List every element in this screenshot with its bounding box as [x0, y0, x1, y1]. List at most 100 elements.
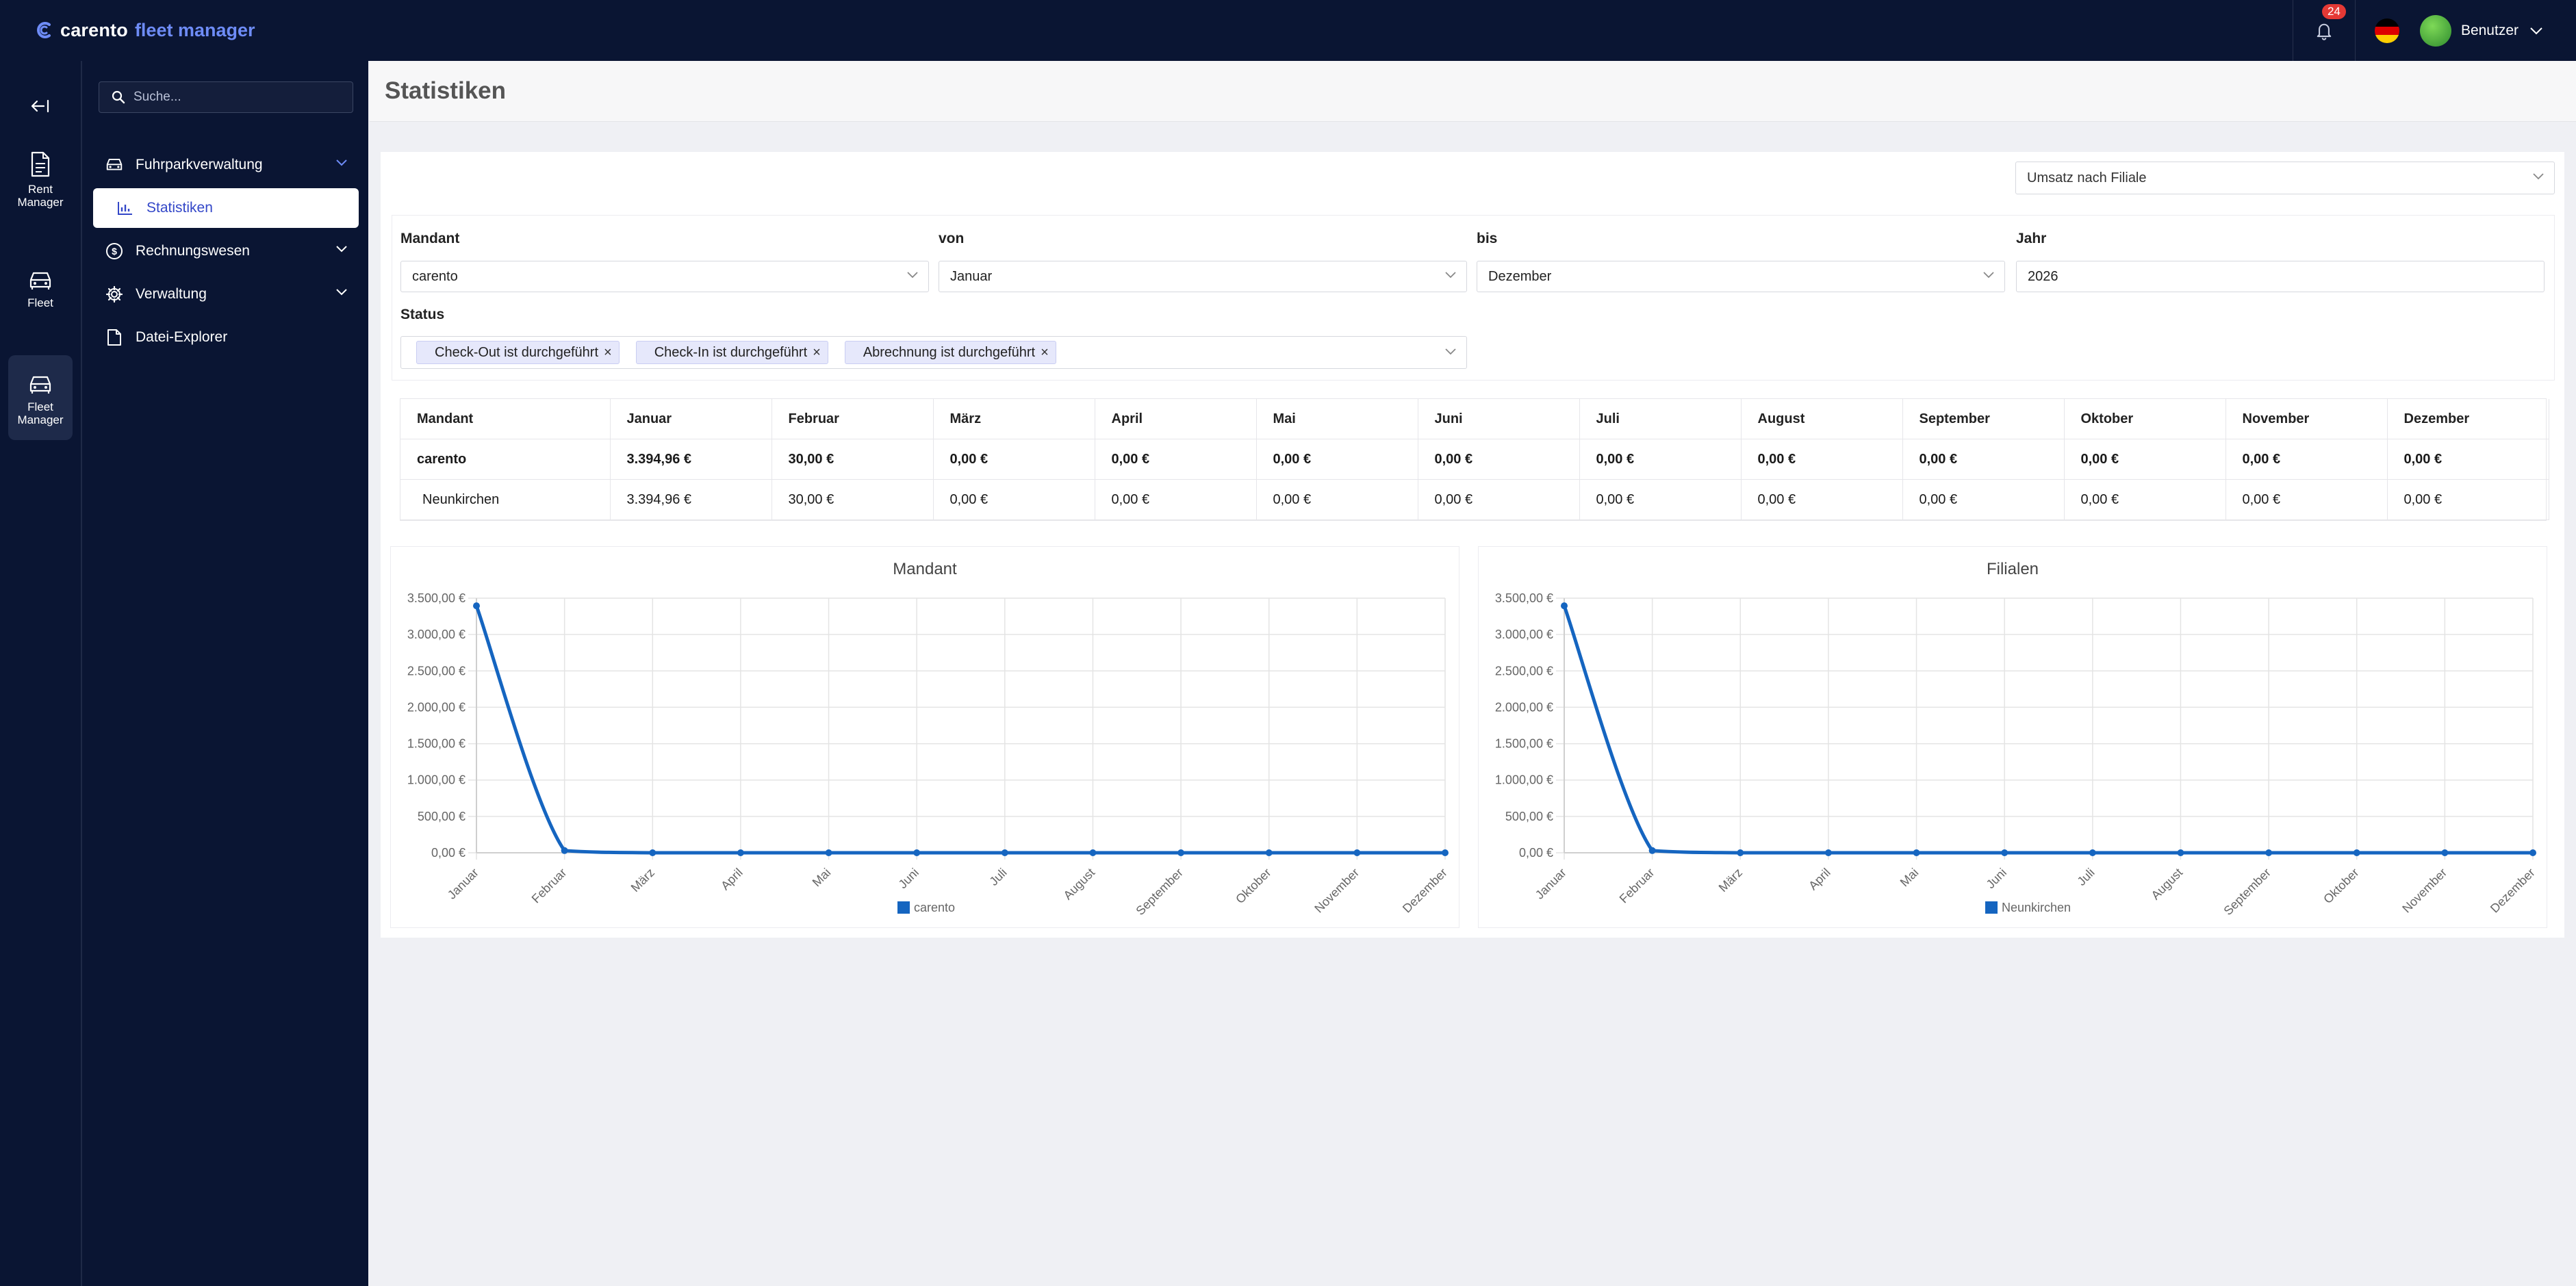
data-point [473, 602, 480, 610]
bis-label: bis [1477, 231, 1498, 246]
data-point [1561, 602, 1568, 610]
car-icon [29, 376, 51, 394]
close-icon[interactable]: × [1041, 344, 1049, 360]
gear-icon [105, 285, 123, 303]
bar-chart-icon [118, 202, 132, 215]
data-point [1737, 849, 1744, 856]
x-tick-label: Juni [1984, 866, 2009, 891]
y-tick-label: 1.000,00 € [407, 773, 466, 787]
column-header: Mai [1256, 399, 1418, 439]
document-icon [31, 151, 50, 177]
notifications-button[interactable]: 24 [2293, 0, 2355, 61]
x-tick-label: Januar [445, 866, 481, 902]
table-cell: 0,00 € [933, 479, 1095, 520]
y-tick-label: 3.000,00 € [1495, 628, 1553, 641]
nav-item-label: Datei-Explorer [136, 329, 228, 345]
data-point [2441, 849, 2449, 856]
series-line [1562, 605, 2533, 855]
y-tick-label: 2.000,00 € [407, 700, 466, 714]
status-label: Status [400, 307, 445, 322]
report-type-select[interactable]: Umsatz nach Filiale [2015, 162, 2555, 194]
brand-logo-group[interactable]: carento fleet manager [36, 18, 255, 42]
table-cell: 0,00 € [2226, 479, 2388, 520]
status-chip[interactable]: Check-Out ist durchgeführt × [416, 341, 620, 364]
nav-item-fuhrparkverwaltung[interactable]: Fuhrparkverwaltung [93, 145, 359, 185]
data-point [1177, 849, 1185, 856]
x-tick-label: April [718, 866, 745, 893]
statistics-table: Mandant Januar Februar März April Mai Ju… [400, 398, 2549, 521]
column-header: Juli [1579, 399, 1742, 439]
german-flag-icon[interactable] [2374, 18, 2399, 43]
column-header: August [1741, 399, 1903, 439]
car-icon [29, 272, 51, 290]
column-header: November [2226, 399, 2388, 439]
search-box[interactable] [99, 81, 353, 113]
filter-panel: Mandant carento von Januar bis Dezember … [392, 215, 2555, 381]
mandant-select[interactable]: carento [400, 261, 929, 292]
rail-item-fleet[interactable]: Fleet [8, 270, 73, 309]
nav-item-datei-explorer[interactable]: Datei-Explorer [93, 318, 359, 357]
data-point [2089, 849, 2096, 856]
table-row: Neunkirchen 3.394,96 € 30,00 € 0,00 € 0,… [400, 479, 2549, 520]
close-icon[interactable]: × [604, 344, 612, 360]
bis-value: Dezember [1488, 268, 1552, 284]
data-point [1353, 849, 1361, 856]
table-cell: 0,00 € [1902, 439, 2065, 480]
table-cell: 0,00 € [1579, 439, 1742, 480]
table-cell: 0,00 € [1418, 479, 1580, 520]
table-cell: 0,00 € [1095, 479, 1257, 520]
nav-item-label: Rechnungswesen [136, 243, 250, 259]
series-line [474, 605, 1445, 855]
y-tick-label: 1.000,00 € [1495, 773, 1553, 787]
chevron-down-icon [336, 246, 347, 253]
status-chip[interactable]: Abrechnung ist durchgeführt × [844, 341, 1056, 364]
table-cell: 0,00 € [1256, 439, 1418, 480]
user-name[interactable]: Benutzer [2460, 22, 2518, 38]
nav-item-rechnungswesen[interactable]: $ Rechnungswesen [93, 231, 359, 271]
table-cell: 0,00 € [1741, 439, 1903, 480]
chevron-down-icon [336, 159, 347, 166]
bis-select[interactable]: Dezember [1477, 261, 2005, 292]
y-tick-label: 3.500,00 € [407, 591, 466, 605]
status-multiselect[interactable]: Check-Out ist durchgeführt × Check-In ist… [400, 336, 1467, 369]
search-input[interactable] [132, 89, 340, 105]
carento-logo-icon [37, 22, 51, 38]
jahr-input[interactable]: 2026 [2016, 261, 2545, 292]
chevron-down-icon[interactable] [2529, 27, 2543, 35]
rail-item-rent-manager[interactable]: Rent Manager [8, 151, 73, 209]
collapse-sidebar-icon[interactable] [30, 98, 51, 114]
table-cell: 30,00 € [771, 479, 934, 520]
table-cell: 0,00 € [1418, 439, 1580, 480]
brand-name: carento [60, 19, 128, 40]
x-tick-label: Dezember [2488, 866, 2538, 916]
mandant-chart: Mandant 0,00 € 500,00 € 1.000,00 € 1.500,00 … [390, 546, 1459, 928]
rail-item-fleet-manager[interactable]: Fleet Manager [8, 355, 73, 440]
data-point [1001, 849, 1008, 856]
y-tick-label: 3.000,00 € [407, 628, 466, 641]
brand-subtitle: fleet manager [134, 19, 255, 40]
table-header-row: Mandant Januar Februar März April Mai Ju… [400, 399, 2549, 439]
close-icon[interactable]: × [813, 344, 821, 360]
column-header: Mandant [400, 399, 611, 439]
chevron-down-icon [1445, 272, 1456, 279]
status-chip[interactable]: Check-In ist durchgeführt × [635, 341, 828, 364]
top-bar: carento fleet manager 24 Benutzer [0, 0, 2576, 61]
nav-item-statistiken[interactable]: Statistiken [93, 188, 359, 228]
table-row: carento 3.394,96 € 30,00 € 0,00 € 0,00 €… [400, 439, 2549, 480]
top-right-actions: 24 Benutzer [2292, 0, 2576, 61]
bell-icon [2317, 23, 2332, 40]
car-icon [106, 158, 123, 170]
file-icon [107, 329, 121, 346]
von-select[interactable]: Januar [939, 261, 1467, 292]
data-point [1265, 849, 1273, 856]
avatar[interactable] [2419, 14, 2451, 47]
data-point [2529, 849, 2536, 856]
nav-item-verwaltung[interactable]: Verwaltung [93, 274, 359, 314]
x-tick-label: Dezember [1400, 866, 1450, 916]
data-point [825, 849, 832, 856]
legend-label: carento [914, 901, 955, 914]
table-cell: 3.394,96 € [610, 439, 772, 480]
y-tick-label: 0,00 € [431, 846, 466, 860]
chevron-down-icon [2533, 173, 2544, 180]
data-point [1824, 849, 1832, 856]
